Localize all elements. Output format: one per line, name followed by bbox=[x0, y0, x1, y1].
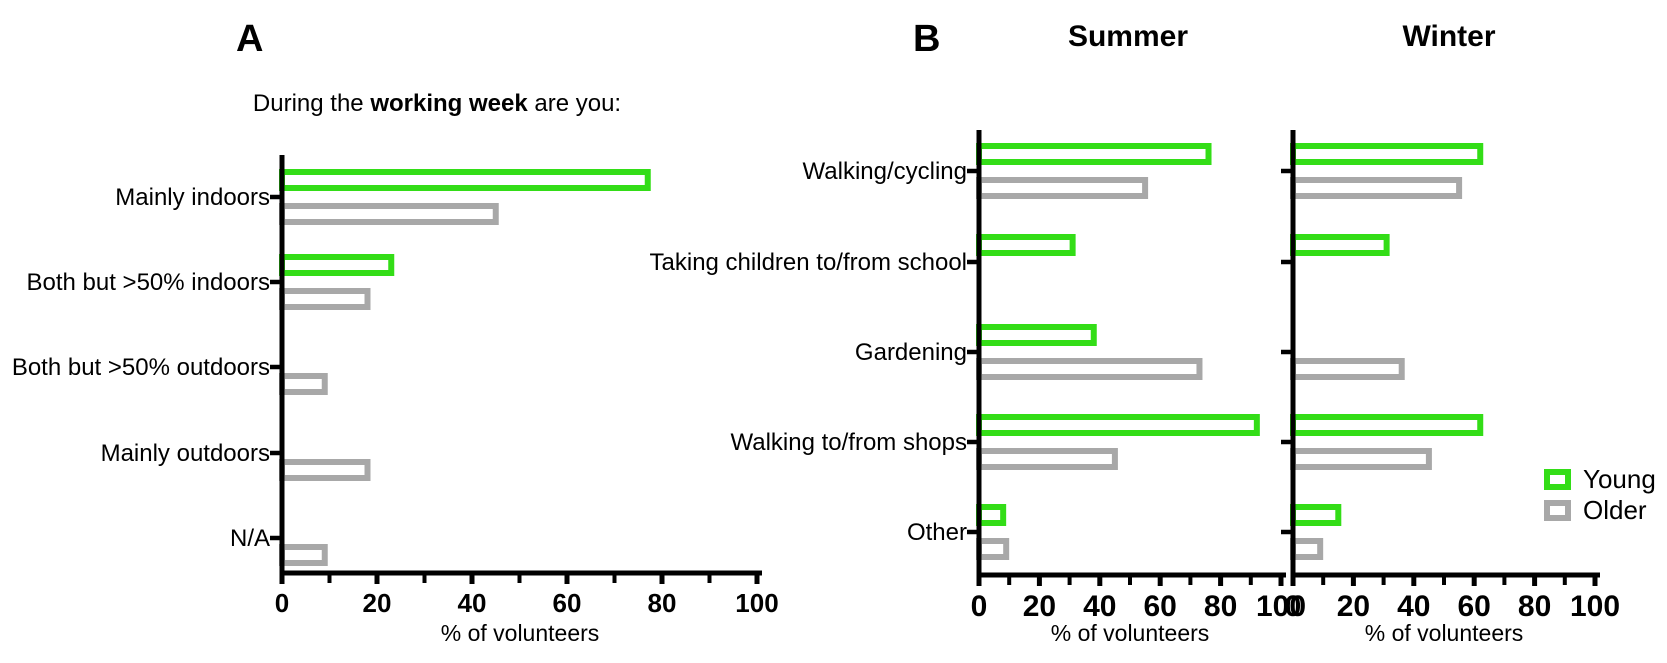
summer-xaxis-label: % of volunteers bbox=[1050, 620, 1210, 646]
x-tick-label: 80 bbox=[1204, 590, 1237, 623]
bar-young-taking-children-to-from-school bbox=[976, 234, 1076, 256]
panel-a-title-prefix: During the bbox=[252, 90, 371, 117]
bar-older-n-a bbox=[279, 544, 328, 566]
bar-older-walking-to-from-shops bbox=[976, 448, 1118, 470]
x-tick-label: 40 bbox=[1083, 590, 1116, 623]
bar-older-mainly-indoors bbox=[279, 203, 499, 225]
panel-a-title-suffix: are you: bbox=[527, 90, 622, 117]
bar-young-walking-cycling bbox=[976, 143, 1212, 165]
category-label-gardening: Gardening bbox=[855, 339, 967, 366]
category-label-walking-to-from-shops: Walking to/from shops bbox=[730, 429, 967, 456]
legend-label: Older bbox=[1583, 494, 1647, 525]
x-tick-label: 20 bbox=[363, 588, 392, 618]
legend-swatch-young bbox=[1544, 468, 1571, 490]
x-tick-label: 60 bbox=[1458, 590, 1491, 623]
x-tick-label: 80 bbox=[648, 588, 677, 618]
panel-a-xaxis-label: % of volunteers bbox=[440, 620, 600, 646]
panel-a-title-bold: working week bbox=[370, 90, 528, 117]
bar-older-mainly-outdoors bbox=[279, 459, 371, 481]
x-tick-label: 0 bbox=[971, 590, 988, 623]
category-label-mainly-indoors: Mainly indoors bbox=[115, 184, 270, 211]
chart-working_week: 0 20 40 60 80 100 Mainly indoors Both but >50% … bbox=[12, 155, 779, 618]
bar-older-walking-cycling bbox=[976, 177, 1149, 199]
winter-xaxis-label: % of volunteers bbox=[1364, 620, 1524, 646]
bar-young-taking-children-to-from-school bbox=[1290, 234, 1390, 256]
category-label-mainly-outdoors: Mainly outdoors bbox=[101, 440, 270, 467]
panel-a-title: During the working week are you: bbox=[253, 90, 621, 118]
bar-older-gardening bbox=[1290, 358, 1405, 380]
x-tick-label: 100 bbox=[1570, 590, 1620, 623]
bar-young-walking-to-from-shops bbox=[1290, 414, 1484, 436]
bar-older-other bbox=[1290, 538, 1324, 560]
bar-older-both-but-50-outdoors bbox=[279, 373, 328, 395]
bar-young-gardening bbox=[976, 324, 1097, 346]
category-label-taking-children-to-from-school: Taking children to/from school bbox=[650, 249, 967, 276]
winter-title: Winter bbox=[1402, 20, 1496, 53]
category-label-walking-cycling: Walking/cycling bbox=[803, 158, 968, 185]
x-tick-label: 100 bbox=[1256, 590, 1306, 623]
bar-young-other bbox=[1290, 504, 1342, 526]
category-label-both-but-50-outdoors: Both but >50% outdoors bbox=[12, 354, 270, 381]
x-tick-label: 20 bbox=[1023, 590, 1056, 623]
x-tick-label: 40 bbox=[458, 588, 487, 618]
bar-young-walking-to-from-shops bbox=[976, 414, 1260, 436]
legend-item-older: Older bbox=[1544, 495, 1656, 525]
bar-young-both-but-50-indoors bbox=[279, 254, 395, 276]
category-label-both-but-50-indoors: Both but >50% indoors bbox=[26, 269, 270, 296]
category-label-n-a: N/A bbox=[230, 525, 270, 552]
x-tick-label: 100 bbox=[735, 588, 778, 618]
summer-title: Summer bbox=[1067, 20, 1189, 53]
chart-winter: 0 20 40 60 80 100 bbox=[1281, 130, 1620, 623]
x-tick-label: 0 bbox=[275, 588, 289, 618]
chart-summer: 0 20 40 60 80 100 Walking/cycling Taking childr… bbox=[650, 130, 1306, 623]
panel-a-label: A bbox=[236, 18, 264, 60]
panel-b-label: B bbox=[913, 18, 941, 60]
bar-young-walking-cycling bbox=[1290, 143, 1484, 165]
bar-older-walking-to-from-shops bbox=[1290, 448, 1432, 470]
legend: Young Older bbox=[1544, 464, 1656, 530]
category-label-other: Other bbox=[907, 519, 967, 546]
x-tick-label: 40 bbox=[1397, 590, 1430, 623]
x-tick-label: 0 bbox=[1285, 590, 1302, 623]
bar-older-gardening bbox=[976, 358, 1203, 380]
bar-young-other bbox=[976, 504, 1007, 526]
x-tick-label: 60 bbox=[1144, 590, 1177, 623]
bar-older-other bbox=[976, 538, 1010, 560]
legend-label: Young bbox=[1583, 463, 1656, 494]
bar-young-mainly-indoors bbox=[279, 169, 651, 191]
x-tick-label: 60 bbox=[553, 588, 582, 618]
bar-older-walking-cycling bbox=[1290, 177, 1463, 199]
legend-item-young: Young bbox=[1544, 464, 1656, 494]
x-tick-label: 80 bbox=[1518, 590, 1551, 623]
legend-swatch-older bbox=[1544, 499, 1571, 521]
x-tick-label: 20 bbox=[1337, 590, 1370, 623]
bar-older-both-but-50-indoors bbox=[279, 288, 371, 310]
